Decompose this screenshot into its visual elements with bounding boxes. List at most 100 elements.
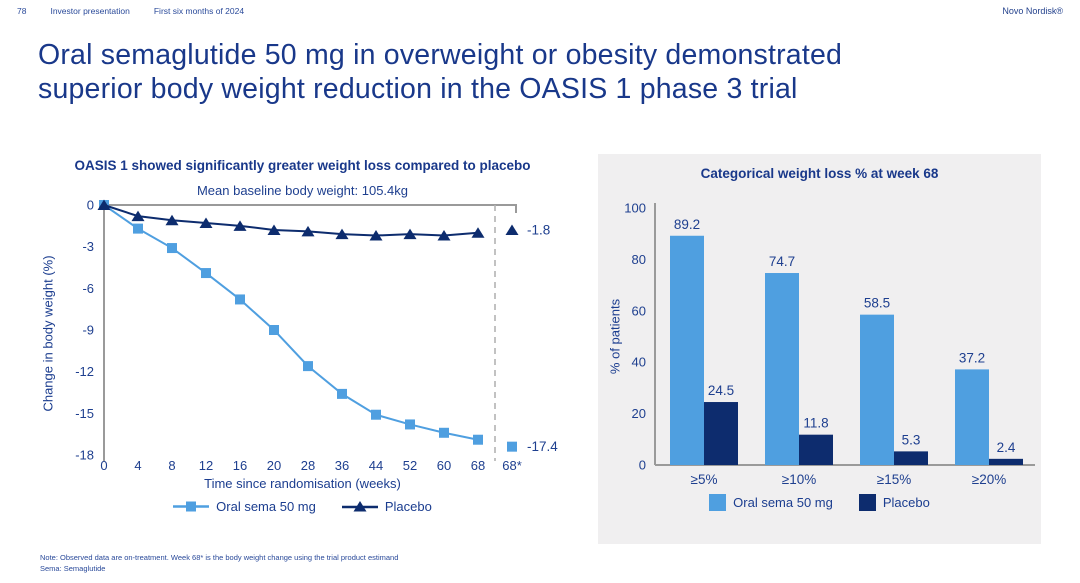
data-point-placebo: [267, 224, 281, 235]
brand-logo-text: Novo Nordisk®: [1002, 6, 1063, 16]
y-tick-label: 20: [632, 406, 646, 421]
presentation-label: Investor presentation: [50, 6, 130, 16]
header-left-cluster: 78 Investor presentation First six month…: [17, 6, 244, 16]
value-label-oral-sema: 37.2: [959, 350, 985, 365]
data-point-oral-sema: [235, 294, 245, 305]
series-line-placebo: [103, 204, 479, 237]
y-tick-label: -9: [82, 323, 94, 338]
estimand-point-placebo: [505, 224, 519, 235]
period-label: First six months of 2024: [153, 6, 245, 16]
value-label-oral-sema: 74.7: [769, 254, 795, 269]
y-tick-label: 0: [87, 198, 94, 213]
y-tick-label: -12: [75, 364, 94, 379]
legend-triangle-placebo: [353, 501, 367, 512]
x-tick-label: 36: [335, 458, 349, 473]
x-tick-label: 0: [100, 458, 107, 473]
data-point-placebo: [165, 214, 179, 226]
placebo-line-triangle-icon: [341, 501, 378, 512]
y-tick-label: -6: [82, 281, 94, 296]
slide-title-line-2: superior body weight reduction in the OA…: [38, 73, 798, 105]
footnote-line-2: Sema: Semaglutide: [40, 564, 106, 573]
data-point-placebo: [131, 210, 145, 222]
data-point-oral-sema: [473, 434, 483, 445]
x-tick-label: 68*: [502, 458, 522, 473]
bar-chart-title: Categorical weight loss % at week 68: [700, 166, 939, 181]
x-tick-label: 44: [369, 458, 383, 473]
x-tick-label: 20: [267, 458, 281, 473]
data-point-oral-sema: [133, 223, 143, 234]
footnote-line-1: Note: Observed data are on-treatment. We…: [40, 553, 399, 562]
line-chart: 0 -3 -6 -9 -12 -15 -18 0 4 8 12 16 20 28 36 44 52 60 68 68*…: [75, 198, 558, 474]
series-line-oral-sema: [103, 204, 479, 441]
bar-chart: 0 20 40 60 80 100 89.2 24.5 ≥5% 74.7 11.8 ≥10% 58.5 5…: [624, 201, 1035, 487]
data-point-oral-sema: [269, 325, 279, 335]
x-tick-label: 12: [199, 458, 213, 473]
bar-oral-sema-≥10%: [765, 273, 799, 465]
y-tick-label: 100: [624, 201, 646, 216]
bar-placebo-≥10%: [799, 434, 833, 465]
bar-legend-label-placebo: Placebo: [882, 495, 930, 510]
value-label-oral-sema: 58.5: [864, 296, 890, 311]
line-chart-title: OASIS 1 showed significantly greater wei…: [74, 158, 531, 173]
swatch-placebo: [858, 494, 876, 511]
bar-chart-panel: Categorical weight loss % at week 68 0 20…: [598, 154, 1041, 544]
bar-legend-label-oral-sema: Oral sema 50 mg: [733, 495, 833, 510]
category-label: ≥5%: [691, 472, 718, 487]
x-tick-label: 52: [403, 458, 417, 473]
slide-header: 78 Investor presentation First six month…: [17, 6, 1063, 16]
value-label-oral-sema: 89.2: [674, 217, 700, 232]
legend-square-sema: [186, 501, 197, 512]
data-point-placebo: [335, 228, 349, 240]
y-tick-label: -18: [75, 448, 94, 463]
bar-placebo-≥5%: [704, 402, 738, 465]
data-point-oral-sema: [303, 361, 313, 372]
y-tick-label: -15: [75, 406, 94, 421]
data-point-oral-sema: [167, 243, 177, 254]
data-point-placebo: [233, 220, 247, 231]
estimand-label-oral-sema: -17.4: [527, 439, 558, 454]
bar-chart-legend: Oral sema 50 mg Placebo: [598, 494, 1041, 511]
swatch-sema: [709, 494, 727, 511]
data-point-placebo: [199, 217, 213, 229]
category-label: ≥20%: [972, 472, 1006, 487]
x-tick-label: 28: [301, 458, 315, 473]
bar-oral-sema-≥15%: [860, 314, 894, 465]
legend-label-oral-sema: Oral sema 50 mg: [216, 499, 316, 514]
data-point-oral-sema: [405, 419, 415, 430]
footnote: Note: Observed data are on-treatment. We…: [40, 552, 398, 574]
data-point-placebo: [471, 227, 485, 238]
value-label-placebo: 5.3: [902, 432, 921, 447]
line-chart-x-axis-title: Time since randomisation (weeks): [204, 476, 401, 491]
slide-title: Oral semaglutide 50 mg in overweight or …: [38, 38, 1048, 106]
estimand-label-placebo: -1.8: [527, 223, 550, 238]
bar-oral-sema-≥5%: [670, 235, 704, 465]
line-chart-section: OASIS 1 showed significantly greater wei…: [30, 158, 575, 514]
value-label-placebo: 2.4: [997, 440, 1016, 455]
sema-swatch-icon: [709, 494, 727, 511]
y-tick-label: -3: [82, 239, 94, 254]
x-tick-label: 16: [233, 458, 247, 473]
data-point-placebo: [437, 230, 451, 241]
data-point-placebo: [97, 199, 111, 210]
category-label: ≥15%: [877, 472, 911, 487]
bar-placebo-≥20%: [989, 458, 1023, 465]
bar-placebo-≥15%: [894, 451, 928, 465]
y-tick-label: 40: [632, 355, 646, 370]
legend-item-oral-sema: Oral sema 50 mg: [173, 499, 316, 514]
sema-line-square-icon: [173, 501, 210, 512]
bar-legend-item-placebo: Placebo: [858, 494, 930, 511]
data-point-placebo: [403, 228, 417, 240]
bar-chart-y-axis-title: % of patients: [607, 298, 623, 375]
bar-oral-sema-≥20%: [955, 369, 989, 465]
page-number: 78: [17, 6, 27, 16]
y-tick-label: 80: [632, 252, 646, 267]
line-chart-y-axis-title: Change in body weight (%): [40, 255, 56, 412]
x-tick-label: 4: [134, 458, 141, 473]
placebo-swatch-icon: [858, 494, 876, 511]
estimand-point-oral-sema: [507, 441, 517, 452]
data-point-oral-sema: [371, 409, 381, 420]
slide-title-line-1: Oral semaglutide 50 mg in overweight or …: [38, 39, 843, 71]
legend-item-placebo: Placebo: [341, 499, 432, 514]
data-point-oral-sema: [337, 388, 347, 399]
category-label: ≥10%: [782, 472, 816, 487]
